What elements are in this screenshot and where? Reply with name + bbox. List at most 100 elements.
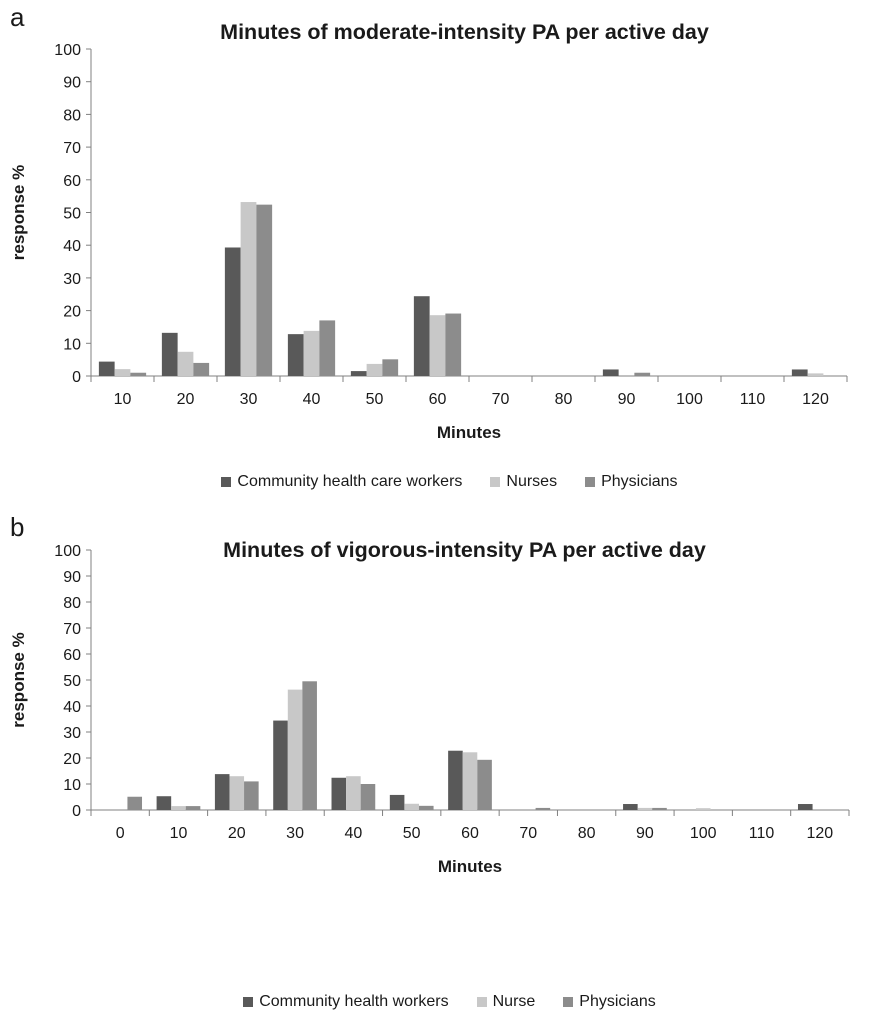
legend-item: Physicians (585, 473, 678, 491)
y-tick-label: 0 (72, 369, 81, 386)
bar-community-health-care-workers (413, 296, 430, 376)
legend-swatch (243, 997, 254, 1007)
x-tick-label: 0 (116, 825, 125, 842)
bar-nurse (695, 808, 711, 810)
x-tick-label: 110 (749, 825, 775, 842)
y-tick-label: 30 (63, 271, 81, 288)
x-tick-label: 100 (690, 825, 717, 842)
legend-swatch (490, 477, 501, 487)
legend-item: Physicians (563, 993, 656, 1011)
bar-physicians (360, 784, 376, 810)
y-tick-label: 60 (63, 647, 81, 664)
y-tick-label: 90 (63, 75, 81, 92)
y-tick-label: 70 (63, 140, 81, 157)
bar-community-health-workers (156, 796, 172, 810)
bar-physicians (418, 805, 434, 810)
bar-physicians (382, 359, 399, 376)
bar-physicians (319, 320, 336, 376)
y-tick-label: 90 (63, 569, 81, 586)
y-tick-label: 80 (63, 107, 81, 124)
bar-nurses (177, 351, 194, 376)
legend-label: Physicians (579, 993, 656, 1010)
panel-label-a: a (10, 2, 25, 32)
bar-physicians (634, 372, 651, 376)
y-tick-label: 50 (63, 206, 81, 223)
bar-community-health-care-workers (791, 369, 808, 376)
bar-community-health-workers (273, 720, 288, 810)
legend-swatch (563, 997, 574, 1007)
x-tick-label: 90 (618, 391, 636, 408)
chart-b-svg: 0 10 20 30 40 50 60 70 80 90 100 0 10 20 30 40 50 60 70 80 9… (9, 543, 850, 876)
bar-nurse (462, 752, 478, 810)
bar-physicians (652, 807, 667, 810)
bar-nurses (303, 330, 320, 376)
legend-item: Nurse (476, 993, 536, 1011)
legend-item: Community health care workers (221, 473, 462, 491)
legend-label: Community health care workers (237, 473, 463, 490)
bar-nurse (287, 689, 303, 810)
y-tick-label: 100 (54, 543, 81, 560)
legend-label: Nurses (506, 473, 558, 490)
x-tick-label: 50 (366, 391, 384, 408)
bar-physicians (127, 796, 143, 810)
x-tick-label: 120 (802, 391, 829, 408)
x-tick-label: 100 (676, 391, 703, 408)
y-tick-label: 0 (72, 803, 81, 820)
x-axis-title: Minutes (438, 857, 502, 876)
bar-community-health-care-workers (161, 332, 178, 376)
y-tick-label: 10 (63, 336, 81, 353)
legend-swatch (221, 477, 232, 487)
y-axis-title: response % (9, 165, 28, 260)
panel-label-b: b (10, 512, 25, 542)
y-tick-label: 20 (63, 751, 81, 768)
x-tick-label: 80 (578, 825, 596, 842)
bar-nurse (171, 806, 186, 810)
bar-nurse (637, 807, 653, 810)
bar-community-health-care-workers (98, 361, 115, 376)
x-tick-label: 60 (461, 825, 479, 842)
y-tick-label: 60 (63, 173, 81, 190)
x-tick-label: 10 (114, 391, 132, 408)
bar-nurses (114, 369, 131, 376)
chart-a-title: Minutes of moderate-intensity PA per act… (220, 20, 709, 44)
bar-physicians (130, 372, 147, 376)
x-tick-label: 10 (170, 825, 188, 842)
y-tick-label: 40 (63, 238, 81, 255)
chart-b-legend: Community health workers Nurse Physician… (0, 993, 869, 1011)
legend-swatch (585, 477, 596, 487)
bar-community-health-workers (214, 774, 230, 810)
bar-physicians (244, 781, 259, 810)
bar-community-health-workers (623, 804, 638, 810)
x-tick-label: 40 (303, 391, 321, 408)
bar-community-health-care-workers (602, 369, 619, 376)
bar-nurses (429, 315, 446, 376)
bar-physicians (535, 807, 551, 810)
bar-physicians (193, 362, 210, 376)
y-tick-label: 50 (63, 673, 81, 690)
y-tick-label: 20 (63, 304, 81, 321)
x-tick-label: 70 (492, 391, 510, 408)
bar-physicians (185, 806, 201, 810)
chart-a-svg: 0 10 20 30 40 50 60 70 80 90 100 10 20 30 40 50 60 70 80 90… (9, 42, 848, 442)
legend-swatch (476, 997, 487, 1007)
bar-nurses (807, 373, 824, 376)
bar-community-health-workers (389, 794, 405, 810)
bar-nurse (346, 776, 361, 810)
bar-nurse (404, 803, 419, 810)
y-axis-title: response % (9, 632, 28, 727)
x-tick-label: 20 (177, 391, 195, 408)
x-axis-title: Minutes (437, 423, 501, 442)
chart-panel-b: 0 10 20 30 40 50 60 70 80 90 100 0 10 20 30 40 50 60 70 80 9… (0, 510, 869, 1022)
chart-panel-a: 0 10 20 30 40 50 60 70 80 90 100 10 20 30 40 50 60 70 80 90… (0, 0, 869, 510)
legend-label: Nurse (492, 993, 536, 1010)
chart-a-legend: Community health care workers Nurses Phy… (0, 473, 869, 491)
y-tick-label: 80 (63, 595, 81, 612)
x-tick-label: 90 (636, 825, 654, 842)
y-tick-label: 30 (63, 725, 81, 742)
bar-community-health-workers (331, 777, 347, 810)
bar-community-health-care-workers (287, 334, 304, 376)
legend-label: Physicians (601, 473, 678, 490)
x-tick-label: 110 (740, 391, 766, 408)
x-tick-label: 20 (228, 825, 246, 842)
chart-b-title: Minutes of vigorous-intensity PA per act… (223, 538, 706, 562)
